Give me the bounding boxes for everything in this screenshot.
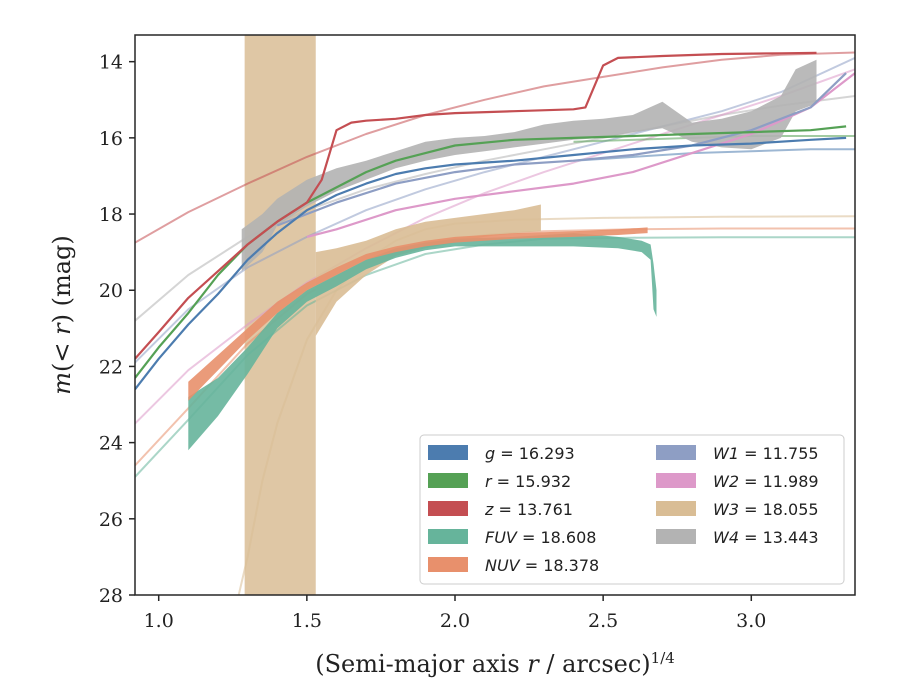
legend: g = 16.293 r = 15.932 z = 13.761 FUV = 18.6… — [419, 434, 845, 585]
x-tick-label: 3.0 — [736, 610, 766, 632]
legend-label-g: g = 16.293 — [485, 444, 575, 463]
plot-area — [135, 35, 855, 595]
series-W4-band — [241, 59, 817, 272]
plot-frame — [134, 34, 856, 596]
series-g-line — [135, 136, 847, 390]
legend-swatch-W2 — [656, 473, 696, 488]
legend-label-W2: W2 = 11.989 — [713, 472, 819, 491]
legend-swatch-r — [428, 473, 468, 488]
series-W2-model-line — [135, 68, 855, 425]
series-z-model-line — [135, 51, 855, 244]
legend-swatch-NUV — [428, 557, 468, 572]
y-tick-label: 22 — [99, 356, 123, 378]
x-tick-label: 2.5 — [588, 610, 618, 632]
legend-label-FUV: FUV = 18.608 — [485, 528, 596, 547]
x-tick-label: 1.5 — [292, 610, 322, 632]
y-tick-label: 28 — [99, 585, 123, 607]
legend-swatch-W1 — [656, 445, 696, 460]
legend-swatch-z — [428, 501, 468, 516]
series-W2-line — [306, 72, 855, 238]
legend-label-W1: W1 = 11.755 — [713, 444, 819, 463]
x-axis-title: (Semi-major axis r / arcsec)1/4 — [315, 649, 675, 678]
legend-frame — [419, 434, 845, 585]
legend-label-z: z = 13.761 — [484, 500, 573, 519]
series-g-model-line — [573, 148, 855, 162]
y-tick-label: 18 — [99, 204, 123, 226]
y-axis-title: m(< r) (mag) — [48, 235, 76, 395]
legend-label-r: r = 15.932 — [485, 472, 571, 491]
legend-label-W4: W4 = 13.443 — [713, 528, 819, 547]
y-tick-label: 26 — [99, 509, 123, 531]
series-W1-line — [276, 72, 847, 227]
y-tick-label: 24 — [99, 433, 123, 455]
legend-label-NUV: NUV = 18.378 — [485, 556, 599, 575]
legend-swatch-FUV — [428, 529, 468, 544]
series-z-line — [135, 51, 817, 360]
y-tick-label: 20 — [99, 280, 123, 302]
x-tick-label: 1.0 — [144, 610, 174, 632]
series-r-line — [135, 125, 847, 379]
legend-swatch-W4 — [656, 529, 696, 544]
x-tick-label: 2.0 — [440, 610, 470, 632]
legend-swatch-g — [428, 445, 468, 460]
series-W1-model-line — [135, 56, 855, 364]
y-tick-label: 14 — [99, 52, 123, 74]
legend-label-W3: W3 = 18.055 — [713, 500, 819, 519]
legend-swatch-W3 — [656, 501, 696, 516]
y-tick-label: 16 — [99, 128, 123, 150]
axis-ticks: 1.0 1.5 2.0 2.5 3.0 14 16 18 20 22 24 26 28 — [99, 52, 767, 632]
